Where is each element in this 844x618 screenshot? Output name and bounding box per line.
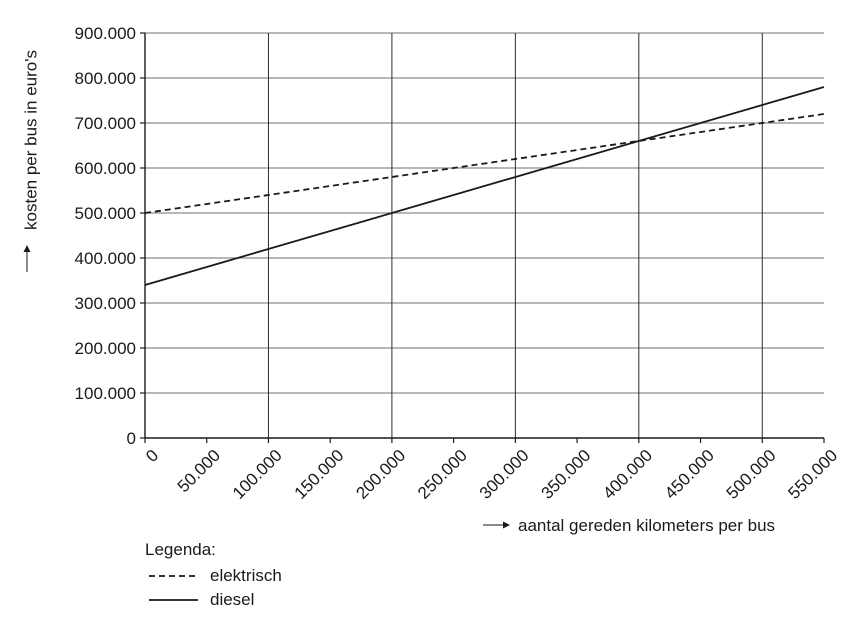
- x-tick-label: 250.000: [414, 446, 471, 503]
- y-axis-title: kosten per bus in euro's: [21, 50, 40, 230]
- legend: Legenda: elektrisch diesel: [145, 540, 282, 609]
- y-tick-label: 0: [127, 429, 136, 448]
- y-tick-label: 300.000: [75, 294, 136, 313]
- series-line-elektrisch: [144, 113, 825, 214]
- legend-label-diesel: diesel: [210, 590, 254, 609]
- y-tick-label: 800.000: [75, 69, 136, 88]
- y-tick-label: 900.000: [75, 24, 136, 43]
- grid-lines: [145, 32, 824, 438]
- y-tick-label: 700.000: [75, 114, 136, 133]
- x-tick-label: 100.000: [229, 446, 286, 503]
- x-tick-label: 350.000: [538, 446, 595, 503]
- y-axis-arrow-icon: [23, 245, 31, 272]
- series-line-diesel: [144, 86, 825, 286]
- x-axis-arrow-icon: [483, 521, 510, 529]
- tick-labels: 0 100.000 200.000 300.000 400.000 500.000 600.…: [75, 24, 842, 503]
- legend-label-elektrisch: elektrisch: [210, 566, 282, 585]
- y-tick-label: 400.000: [75, 249, 136, 268]
- x-tick-label: 50.000: [174, 446, 224, 496]
- x-axis-label: aantal gereden kilometers per bus: [518, 516, 775, 535]
- x-tick-label: 450.000: [661, 446, 718, 503]
- x-tick-label: 400.000: [599, 446, 656, 503]
- x-tick-label: 0: [142, 446, 162, 466]
- x-tick-label: 200.000: [352, 446, 409, 503]
- y-tick-label: 200.000: [75, 339, 136, 358]
- legend-title: Legenda:: [145, 540, 216, 559]
- x-tick-label: 500.000: [723, 446, 780, 503]
- y-tick-label: 500.000: [75, 204, 136, 223]
- y-tick-label: 100.000: [75, 384, 136, 403]
- series-lines: [144, 86, 825, 286]
- x-tick-label: 300.000: [476, 446, 533, 503]
- y-axis-label: kosten per bus in euro's: [21, 50, 40, 230]
- x-tick-label: 150.000: [291, 446, 348, 503]
- x-tick-label: 550.000: [784, 446, 841, 503]
- axes: [140, 32, 825, 443]
- y-tick-label: 600.000: [75, 159, 136, 178]
